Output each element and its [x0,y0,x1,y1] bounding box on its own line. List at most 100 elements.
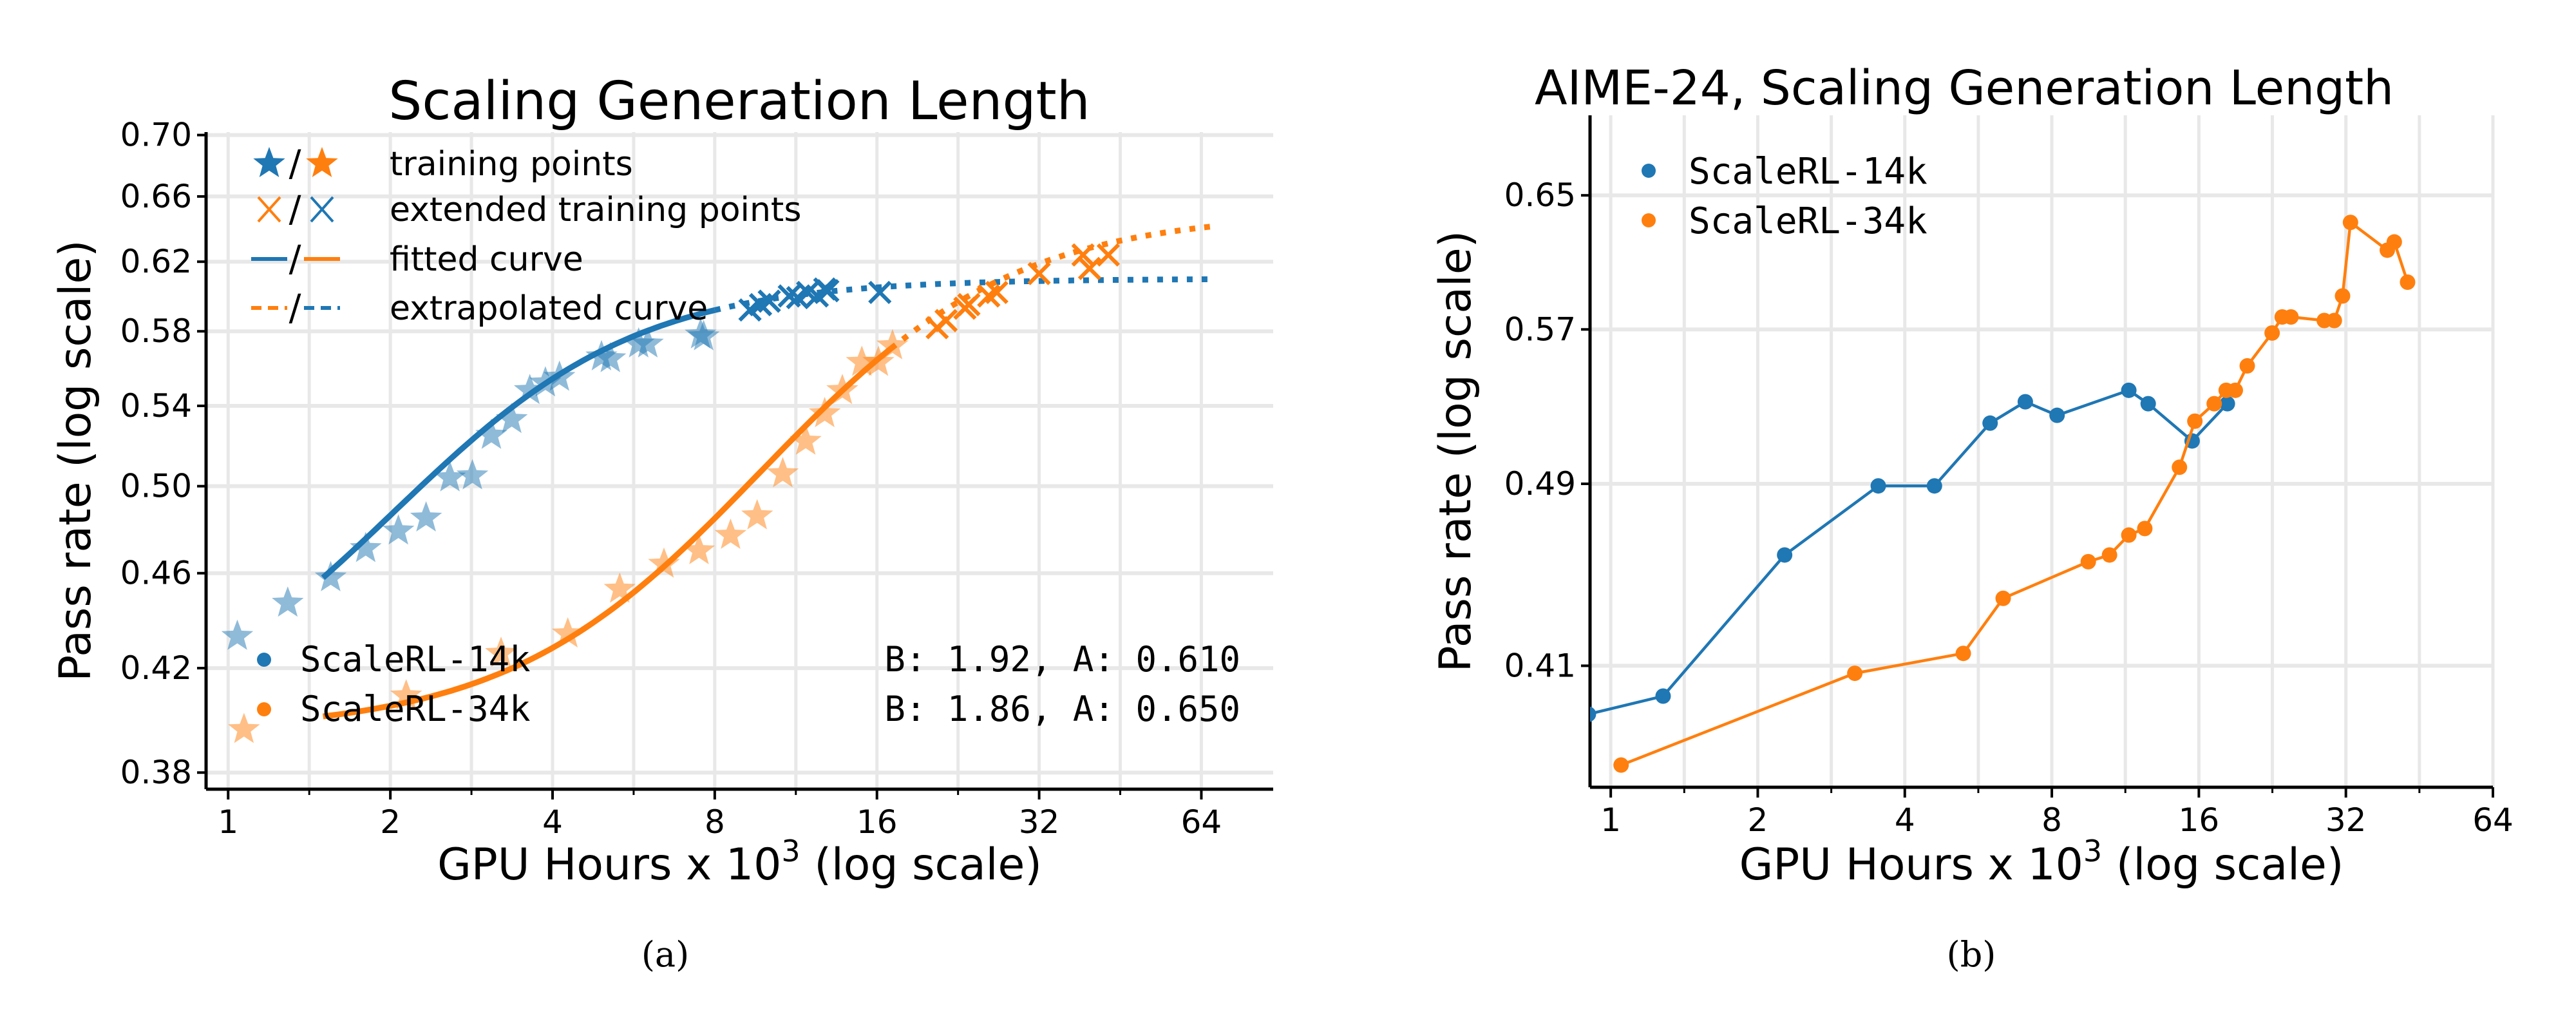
training-point-star [603,572,636,603]
training-point-star [382,514,415,545]
legend-label: extended training points [390,191,801,229]
data-point [2121,527,2137,543]
fitted-curve [321,307,715,580]
training-point-star [475,418,507,449]
x-tick-label: 8 [705,803,725,841]
data-point [1926,478,1942,494]
legend-label: training points [390,145,633,184]
training-point-star [846,345,878,376]
data-point [2386,234,2402,250]
training-point-star [632,327,664,358]
data-point [2140,396,2156,412]
data-point [2080,553,2096,570]
fit-parameters-annotation: B: 1.92, A: 0.610 [884,639,1240,680]
x-axis-label-main: GPU Hours x 10 [437,839,781,890]
data-point [2227,382,2243,398]
series-line [1620,220,2409,767]
training-point-star [594,341,627,372]
data-point [1613,757,1629,773]
x-axis-label-superscript: 3 [781,834,800,868]
data-point [2206,396,2222,412]
training-point-star [552,617,584,647]
x-axis-label-main: GPU Hours x 10 [1739,839,2083,890]
y-tick-label: 0.62 [120,243,192,280]
data-point [2172,459,2188,475]
training-point-star [648,547,680,578]
training-point-star [683,533,715,564]
extended-point-x [777,284,801,308]
training-point-star [808,397,841,428]
y-tick-label: 0.42 [120,649,192,687]
extrapolated-curve [889,223,1216,351]
data-point [2219,396,2235,412]
fit-parameters-annotation: B: 1.86, A: 0.650 [884,689,1240,729]
training-point-star [876,329,909,359]
y-tick-label: 0.54 [120,387,192,425]
chart-title: Scaling Generation Length [388,71,1090,132]
x-tick-label: 32 [2325,801,2367,839]
series-ScaleRL-34k [228,223,1216,743]
x-tick-label: 64 [2472,801,2514,839]
extended-point-x [934,309,958,332]
training-point-star [495,403,528,434]
legend-dot-icon [257,653,271,667]
x-axis-label-suffix: (log scale) [2102,839,2344,890]
extended-point-x [1071,243,1095,267]
legend-label: ScaleRL-34k [1689,200,1927,242]
data-point [2400,274,2416,290]
x-axis-label: GPU Hours x 103 (log scale) [437,834,1042,890]
data-point [2121,382,2137,398]
y-tick-label: 0.41 [1504,647,1576,684]
x-tick-label: 64 [1181,803,1222,841]
fitted-curve [323,346,893,720]
y-axis-label: Pass rate (log scale) [1430,231,1481,672]
extended-point-x [985,280,1009,305]
x-tick-label: 2 [380,803,401,841]
x-axis-label-suffix: (log scale) [800,839,1042,890]
data-point [2264,325,2280,341]
chart-title: AIME-24, Scaling Generation Length [1535,61,2394,116]
legend-separator: / [289,238,301,280]
data-point [2239,358,2255,374]
data-point [1870,478,1886,494]
data-point [2137,521,2153,537]
x-tick-label: 32 [1019,803,1060,841]
x-tick-label: 4 [1895,801,1915,839]
extended-point-x [816,279,840,303]
training-point-star [766,457,799,488]
series-line [1590,388,2229,716]
chart-b: 0.41 0.49 0.57 0.65 1 2 4 8 16 32 64 AIME-24, Scali… [1430,61,2514,890]
series-ScaleRL-14k [221,276,1209,650]
y-axis-label: Pass rate (log scale) [50,240,101,681]
training-point-star [228,713,260,743]
legend: ScaleRL-14k ScaleRL-34k [1642,151,1927,242]
training-point-star [314,560,347,591]
data-point [2187,413,2203,429]
legend-x-icon [310,196,334,223]
y-tick-label: 0.38 [120,754,192,791]
x-tick-label: 1 [218,803,238,841]
y-tick-label: 0.49 [1504,465,1576,503]
data-point [1982,415,1998,431]
data-point [1655,688,1671,704]
y-tick-label: 0.65 [1504,177,1576,214]
legend-dot-icon [1642,213,1656,227]
training-point-star [544,360,576,391]
extended-point-x [868,280,892,305]
data-point [1955,646,1971,662]
chart-a: 0.38 0.42 0.46 0.50 0.54 0.58 0.62 0.66 0.70 1 2 4 8… [50,71,1273,890]
training-point-star [410,501,442,531]
caption-b: (b) [1947,934,1996,975]
legend-separator: / [289,287,301,329]
y-tick-label: 0.46 [120,555,192,592]
extended-point-x [757,289,781,313]
extended-point-x [1096,243,1121,267]
training-point-star [826,374,858,405]
x-tick-label: 1 [1600,801,1621,839]
data-point [1847,665,1863,682]
data-point [2049,407,2065,423]
legend-star-icon [253,147,285,177]
data-point [1590,706,1596,722]
extended-point-x [957,292,981,317]
y-tick-label: 0.58 [120,312,192,350]
